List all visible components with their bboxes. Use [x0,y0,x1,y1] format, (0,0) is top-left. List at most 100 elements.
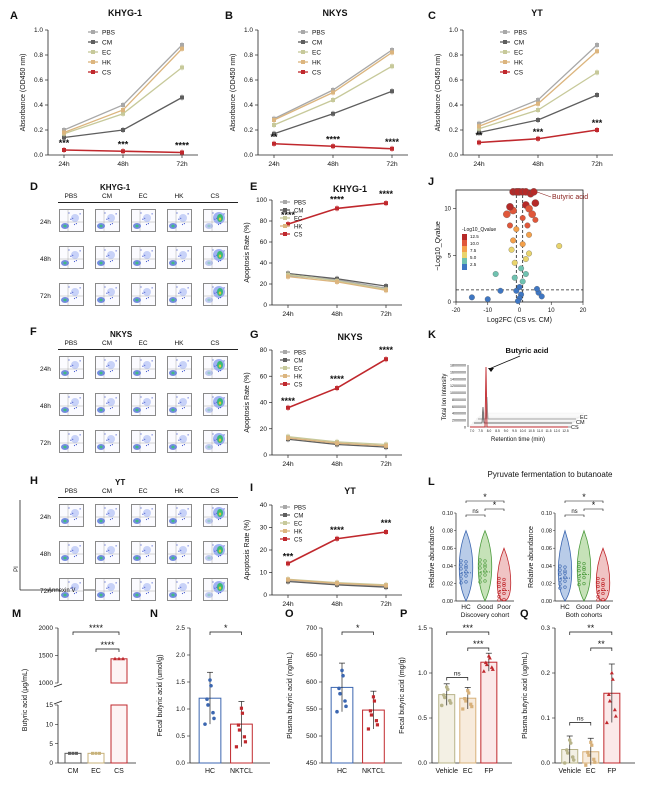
flow-cluster-apoptotic [107,509,115,517]
panel-title-c: YT [531,8,543,18]
flow-event-dot [212,433,214,435]
L2-ytick-label: 0.02 [541,581,552,587]
flow-col-header-EC: EC [138,340,148,347]
B-point-CS [272,141,276,146]
G-point-HK [335,441,339,446]
flow-cluster-apoptotic [179,288,187,296]
panel-title-g: NKYS [337,332,363,342]
A-ytick-label: 0.4 [34,102,43,109]
B-legend-marker [301,30,305,34]
K-ytick-label: 8000000 [452,398,466,402]
L2-point-Good [577,582,581,587]
L1-ylabel: Relative abundance [429,526,436,588]
J-point [506,203,514,211]
flow-event-dot [73,518,76,521]
flow-event-dot [70,439,72,441]
L1-point-HC [464,574,468,578]
panel-label-b: B [225,10,233,22]
flow-cluster-core [63,261,67,265]
K-ytick-label: 14000000 [450,377,466,381]
B-point-CS [390,146,394,151]
L2-ytick-label: 0.08 [541,529,552,535]
J-legend-tick: 7.5 [470,248,477,253]
I-point-CS [384,530,388,534]
panel-label-g: G [250,329,259,341]
flow-event-dot [183,260,185,262]
flow-event-dot [144,512,146,514]
K-trace-cs [470,366,568,428]
L2-ytick-label: 0.06 [541,546,552,552]
flow-plot-cell [59,504,84,527]
flow-event-dot [106,587,108,589]
P-sig-ns: ns [454,671,462,678]
B-xtick-label: 72h [386,161,398,168]
C-ytick-label: 0.2 [449,127,458,134]
L2-point-HC [558,582,562,586]
P-ylabel: Fecal butyric acid (mg/g) [399,657,406,734]
O-ytick-label: 500 [306,733,317,740]
N-ylabel: Fecal butyric acid (umol/g) [157,654,164,736]
L1-point-Poor [497,584,501,589]
J-point [522,256,529,263]
K-trace-ec [478,396,576,420]
L2-point-Poor [601,581,605,586]
G-legend-marker [283,374,287,378]
E-point-HK [384,288,388,293]
flow-event-dot [183,223,185,225]
O-point-NKTCL [372,699,377,703]
flow-cluster-core [135,224,139,228]
B-sig-label: ** [270,132,278,142]
flow-col-header-PBS: PBS [64,488,78,495]
C-point-CS [536,136,540,141]
flow-event-dot [140,359,142,361]
flow-plot-cell [59,541,84,564]
O-ylabel: Plasma butyric acid (ng/mL) [287,652,294,739]
J-point [497,287,504,294]
Q-point-EC [593,760,597,764]
I-xtick-label: 72h [380,601,392,608]
K-ylabel: Total Ion Intensity [442,374,448,421]
flow-event-dot [68,359,70,361]
L1-point-Good [483,565,487,569]
flow-col-header-CS: CS [210,340,220,347]
L1-point-HC [464,580,468,584]
flow-density-plot [168,357,191,378]
flow-event-dot [140,212,142,214]
L1-point-HC [459,559,463,563]
Q-ytick-label: 0.1 [541,715,550,722]
J-point [519,215,526,221]
J-point [524,222,531,229]
flow-event-dot [176,249,178,251]
flow-density-plot [60,394,83,415]
flow-event-dot [214,550,216,552]
flow-event-dot [216,364,218,366]
E-sig-label: **** [379,189,394,199]
B-series-PBS [273,49,393,120]
flow-cluster-apoptotic [143,251,151,259]
flow-cluster-peak [218,254,222,258]
flow-event-dot [187,287,189,289]
P-sig-3: *** [463,623,474,633]
K-ytick-label: 6000000 [452,405,466,409]
flow-event-dot [70,402,72,404]
flow-grid-d: KHYG-1 PBS CM EC HK CS 24h 48h 72h [40,183,245,313]
flow-event-dot [75,518,77,520]
flow-event-dot [217,370,220,373]
A-legend-label-EC: EC [102,49,111,56]
flow-event-dot [223,397,225,399]
O-xtick-label-HC: HC [337,768,347,775]
flow-plot-cell [167,541,192,564]
M-ytick-label: 1000 [39,680,54,687]
flow-density-plot [60,247,83,268]
E-sig-label: **** [330,194,345,204]
flow-event-dot [187,397,189,399]
L2-point-Good [582,561,586,566]
Q-ylabel: Plasma butyric acid (ug/mL) [522,652,529,739]
flow-density-plot [132,431,155,452]
flow-event-dot [178,550,180,552]
B-ytick-label: 0.8 [244,52,253,59]
Q-point-Vehicle [564,748,569,752]
flow-cluster-apoptotic [71,583,79,591]
flow-event-dot [111,592,113,594]
P-point-EC [464,699,468,703]
